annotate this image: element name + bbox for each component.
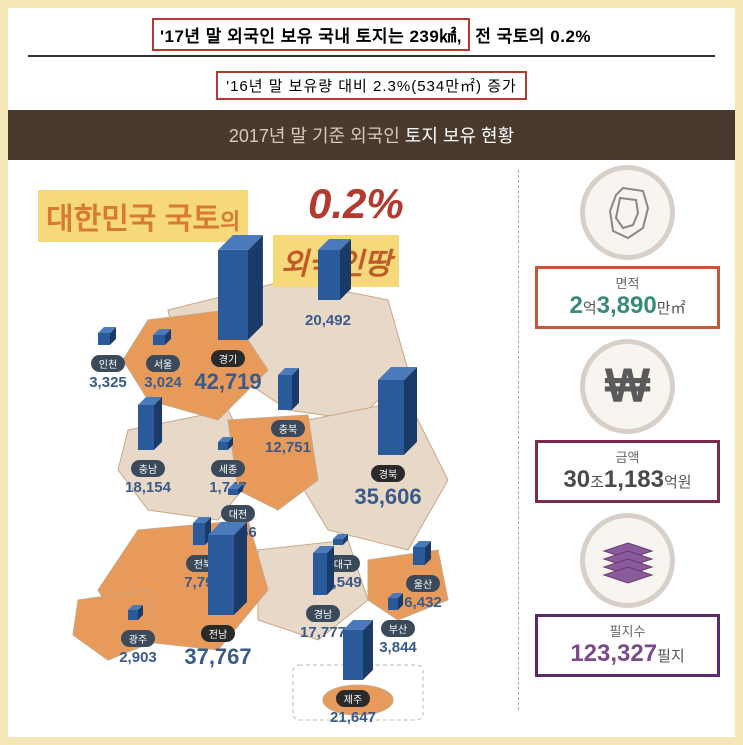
map-region: 대한민국 국토의 0.2% 외국인땅 인천3,325서울3,024경기42,71… <box>28 160 498 720</box>
korea-outline-icon <box>580 165 675 260</box>
overlay-percent: 0.2% <box>308 180 404 228</box>
region-value: 37,767 <box>178 644 258 670</box>
region-label-chungnam: 충남 18,154 <box>108 460 188 496</box>
region-value: 20,492 <box>288 312 368 329</box>
bar-busan <box>388 598 403 610</box>
region-name-pill: 충북 <box>271 420 305 437</box>
region-name-pill: 제주 <box>336 690 370 707</box>
region-label-chungbuk: 충북 12,751 <box>248 420 328 456</box>
region-name-pill: 부산 <box>381 620 415 637</box>
region-value: 21,647 <box>313 709 393 726</box>
overlay-line1-a: 대한민국 국토 <box>46 203 220 236</box>
region-name-pill: 세종 <box>211 460 245 477</box>
bar-gyeongnam <box>313 553 334 595</box>
bar-gwangju <box>128 610 143 620</box>
won-icon: ₩ <box>580 339 675 434</box>
stat-price-box: 금액 30조1,183억원 <box>535 440 720 503</box>
region-value: 42,719 <box>188 369 268 395</box>
chart-title-bold: 토지 보유 현황 <box>400 126 514 146</box>
stat-count-box: 필지수 123,327필지 <box>535 614 720 677</box>
bar-chungbuk <box>278 375 299 410</box>
region-label-gyeongbuk: 경북 35,606 <box>348 465 428 510</box>
bar-incheon <box>98 333 116 345</box>
chart-title-light: 2017년 말 기준 외국인 <box>229 126 400 146</box>
bar-gyeonggi <box>218 250 263 340</box>
bar-ulsan <box>413 547 431 565</box>
region-label-gyeonggi: 경기 42,719 <box>188 350 268 395</box>
region-value: 2,903 <box>98 649 178 666</box>
region-name-pill: 울산 <box>406 575 440 592</box>
region-name-pill: 경북 <box>371 465 405 482</box>
region-name-pill: 서울 <box>146 355 180 372</box>
stat-area-value: 2억3,890만㎡ <box>544 292 711 320</box>
headline-tail: 전 국토의 0.2% <box>470 27 591 46</box>
region-value: 18,154 <box>108 479 188 496</box>
bar-gyeongbuk <box>378 380 417 455</box>
bar-sejong <box>218 442 233 450</box>
bar-daejeon <box>228 489 243 495</box>
region-label-gwangju: 광주 2,903 <box>98 630 178 666</box>
stat-price-label: 금액 <box>544 447 711 466</box>
region-label-jeju: 제주 21,647 <box>313 690 393 726</box>
header-area: '17년 말 외국인 보유 국내 토지는 239㎢, 전 국토의 0.2% '1… <box>8 8 735 100</box>
bar-jeju <box>343 630 373 680</box>
overlay-headline-1: 대한민국 국토의 <box>38 190 248 242</box>
region-value: 12,751 <box>248 439 328 456</box>
subline: '16년 말 보유량 대비 2.3%(534만㎡) 증가 <box>216 71 527 100</box>
stat-count-label: 필지수 <box>544 621 711 640</box>
region-label-gangwon: 20,492 <box>288 310 368 329</box>
main-area: 대한민국 국토의 0.2% 외국인땅 인천3,325서울3,024경기42,71… <box>8 160 735 720</box>
bar-seoul <box>153 335 171 345</box>
bar-chungnam <box>138 405 162 450</box>
region-name-pill: 광주 <box>121 630 155 647</box>
overlay-line1-b: 의 <box>220 209 240 234</box>
infographic-canvas: '17년 말 외국인 보유 국내 토지는 239㎢, 전 국토의 0.2% '1… <box>0 0 743 745</box>
vertical-divider <box>518 170 519 710</box>
stats-column: 면적 2억3,890만㎡ ₩ 금액 30조1,183억원 <box>535 165 720 687</box>
chart-title-bar: 2017년 말 기준 외국인 토지 보유 현황 <box>8 110 735 160</box>
subline-row: '16년 말 보유량 대비 2.3%(534만㎡) 증가 <box>28 65 715 100</box>
region-name-pill: 경기 <box>211 350 245 367</box>
bar-gangwon <box>318 250 351 300</box>
region-name-pill: 인천 <box>91 355 125 372</box>
region-name-pill: 충남 <box>131 460 165 477</box>
stat-area-box: 면적 2억3,890만㎡ <box>535 266 720 329</box>
bar-jeonnam <box>208 535 247 615</box>
stat-area: 면적 2억3,890만㎡ <box>535 165 720 329</box>
headline-highlight: '17년 말 외국인 보유 국내 토지는 239㎢, <box>152 18 470 51</box>
bar-daegu <box>333 539 348 545</box>
header-divider <box>28 55 715 57</box>
stack-icon <box>580 513 675 608</box>
stat-area-label: 면적 <box>544 273 711 292</box>
region-value: 35,606 <box>348 484 428 510</box>
region-label-jeonnam: 전남 37,767 <box>178 625 258 670</box>
headline: '17년 말 외국인 보유 국내 토지는 239㎢, 전 국토의 0.2% <box>28 18 715 51</box>
region-name-pill: 전남 <box>201 625 235 642</box>
stat-count: 필지수 123,327필지 <box>535 513 720 677</box>
stat-price-value: 30조1,183억원 <box>544 466 711 494</box>
region-name-pill: 대전 <box>221 505 255 522</box>
region-name-pill: 경남 <box>306 605 340 622</box>
stat-count-value: 123,327필지 <box>544 640 711 668</box>
stat-price: ₩ 금액 30조1,183억원 <box>535 339 720 503</box>
